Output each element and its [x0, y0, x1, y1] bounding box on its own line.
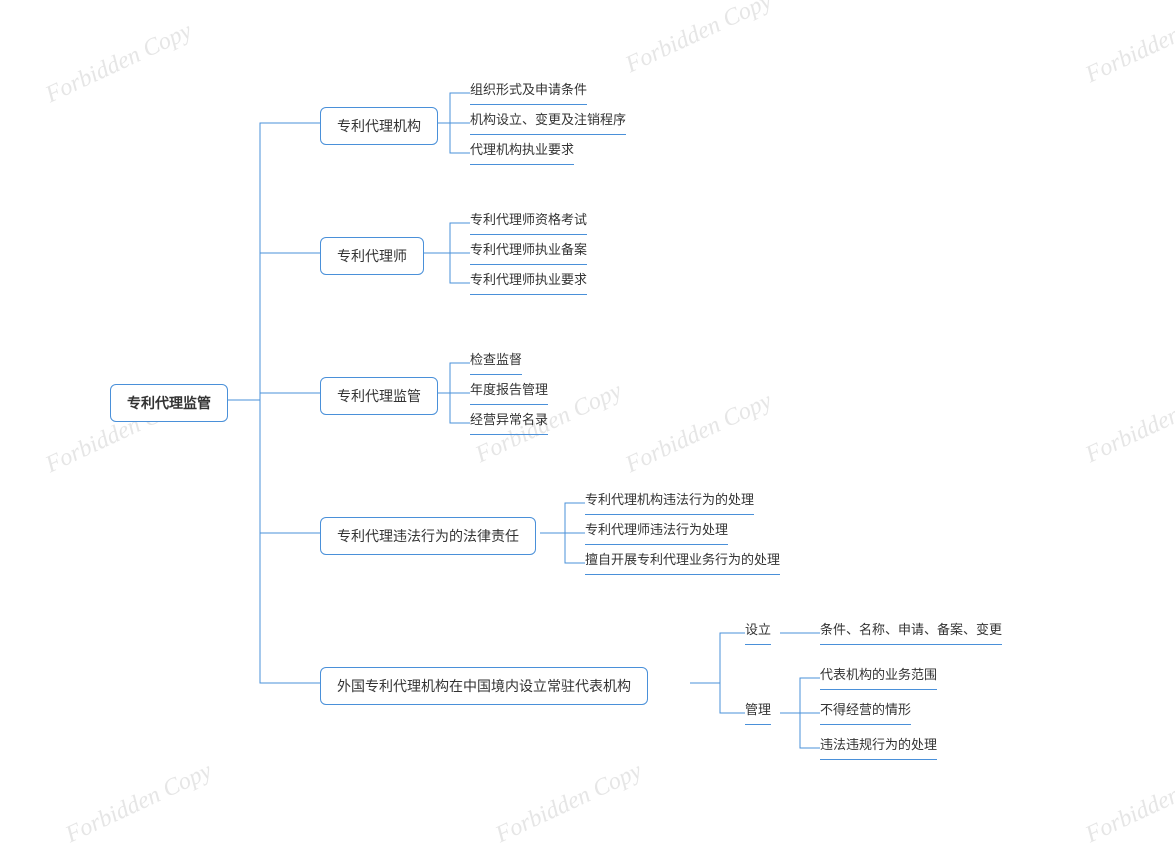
- leaf-node: 条件、名称、申请、备案、变更: [820, 615, 1002, 645]
- leaf-node: 年度报告管理: [470, 375, 548, 405]
- leaf-node: 检查监督: [470, 345, 522, 375]
- leaf-node: 不得经营的情形: [820, 695, 911, 725]
- watermark: Forbidden Copy: [622, 388, 777, 479]
- leaf-node: 专利代理师执业要求: [470, 265, 587, 295]
- leaf-node: 专利代理师执业备案: [470, 235, 587, 265]
- branch-node-agent: 专利代理师: [320, 237, 424, 275]
- leaf-node: 代理机构执业要求: [470, 135, 574, 165]
- leaf-node: 机构设立、变更及注销程序: [470, 105, 626, 135]
- watermark: Forbidden Copy: [492, 758, 647, 849]
- branch-node-agency: 专利代理机构: [320, 107, 438, 145]
- leaf-node: 擅自开展专利代理业务行为的处理: [585, 545, 780, 575]
- leaf-node: 组织形式及申请条件: [470, 75, 587, 105]
- watermark: Forbidden Copy: [1082, 0, 1175, 89]
- root-node: 专利代理监管: [110, 384, 228, 422]
- sub-node-establish: 设立: [745, 615, 771, 645]
- watermark: Forbidden Copy: [622, 0, 777, 79]
- sub-node-manage: 管理: [745, 695, 771, 725]
- watermark: Forbidden Copy: [1082, 758, 1175, 849]
- leaf-node: 专利代理机构违法行为的处理: [585, 485, 754, 515]
- leaf-node: 代表机构的业务范围: [820, 660, 937, 690]
- branch-node-liability: 专利代理违法行为的法律责任: [320, 517, 536, 555]
- leaf-node: 违法违规行为的处理: [820, 730, 937, 760]
- branch-node-foreign: 外国专利代理机构在中国境内设立常驻代表机构: [320, 667, 648, 705]
- leaf-node: 经营异常名录: [470, 405, 548, 435]
- leaf-node: 专利代理师资格考试: [470, 205, 587, 235]
- watermark: Forbidden Copy: [1082, 378, 1175, 469]
- watermark: Forbidden Copy: [62, 758, 217, 849]
- leaf-node: 专利代理师违法行为处理: [585, 515, 728, 545]
- branch-node-supervision: 专利代理监管: [320, 377, 438, 415]
- watermark: Forbidden Copy: [42, 18, 197, 109]
